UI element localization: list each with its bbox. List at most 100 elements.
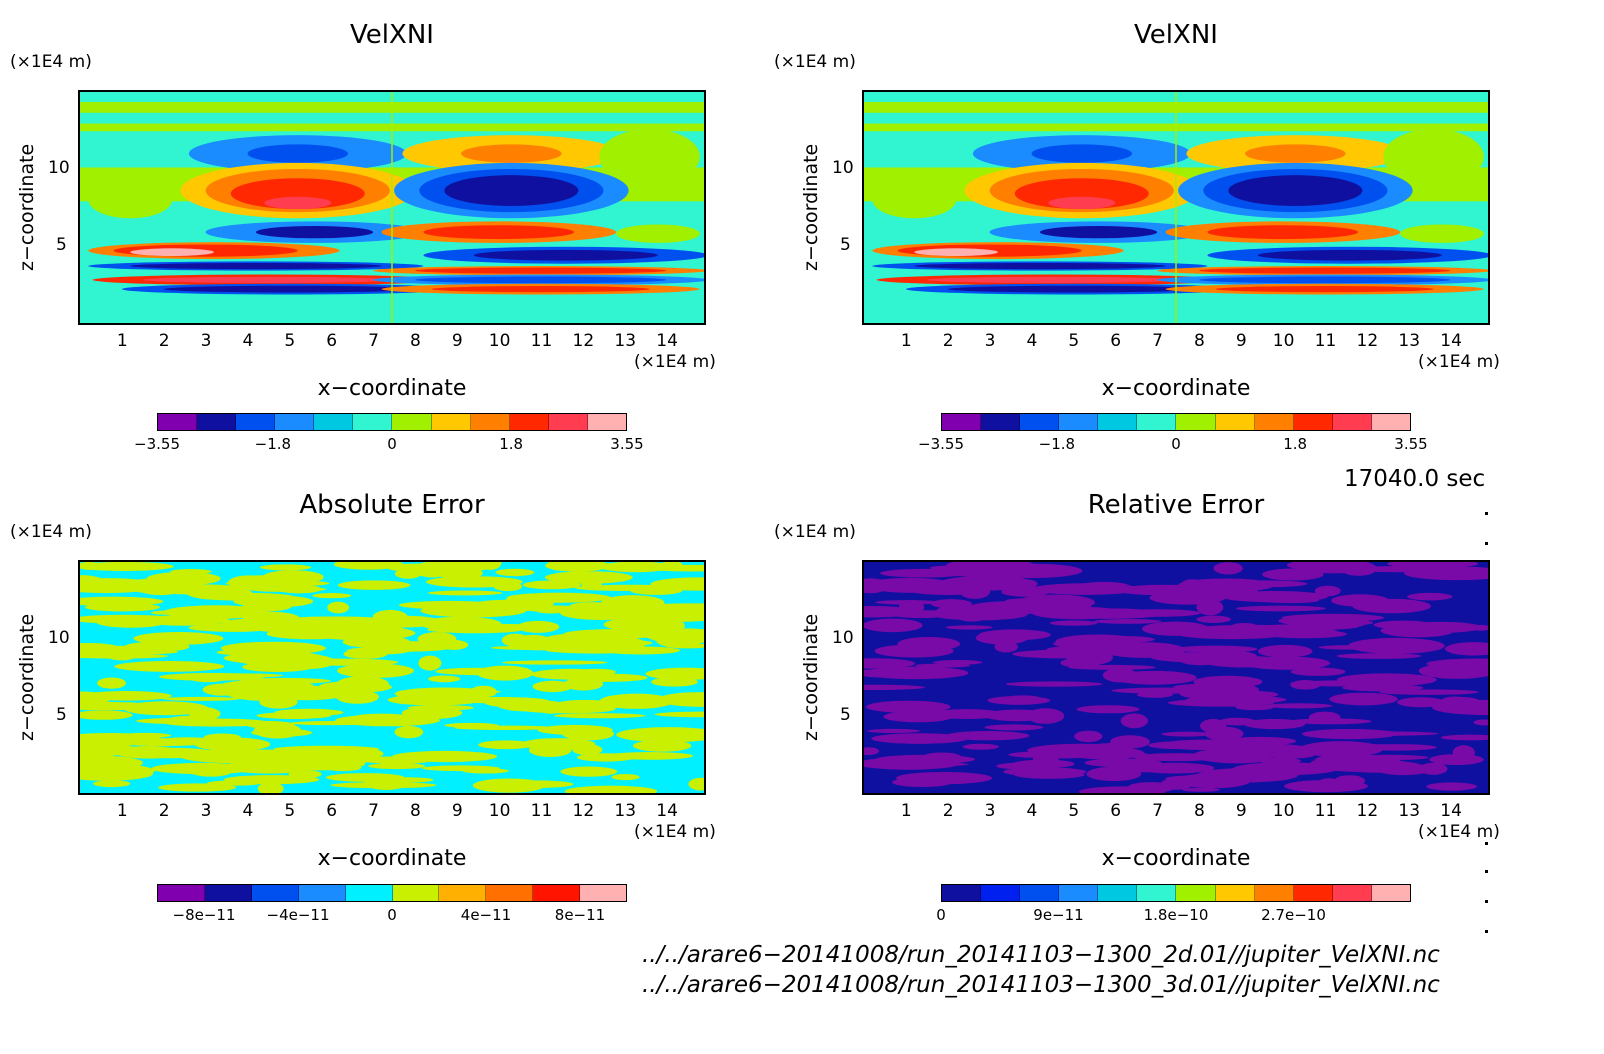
noise-patch [103,645,140,661]
noise-patch [866,700,951,713]
noise-patch [544,571,633,584]
noise-patch [600,562,672,573]
heatmap-velxni-left [80,92,704,323]
noise-patch [925,640,954,649]
noise-patch [1436,696,1485,713]
x-tick-label: 13 [1398,801,1421,821]
contour-blob [599,128,700,185]
noise-patch [867,728,921,733]
noise-patch [1074,730,1103,743]
noise-patch [225,685,303,701]
noise-patch [92,780,131,788]
colorbar-tick-label: 0 [387,906,397,924]
x-axis-label: x−coordinate [1101,846,1251,871]
x-tick-label: 2 [158,331,170,351]
colorbar-tick-label: 9e−11 [1033,906,1084,924]
colorbar-tick-label: 4e−11 [460,906,512,924]
contour-blob [1245,144,1346,163]
colorbar [157,884,627,902]
noise-patch [1003,767,1087,777]
noise-patch [1243,718,1306,730]
colorbar-swatch [314,414,354,430]
noise-patch [657,692,704,707]
noise-patch [253,723,302,739]
colorbar-tick-label: −4e−11 [266,906,330,924]
noise-patch [529,743,572,758]
noise-patch [1181,787,1220,792]
noise-patch [967,601,1053,615]
noise-patch [632,739,692,752]
noise-patch [1329,692,1398,706]
noise-patch [864,669,910,676]
noise-patch [1309,628,1337,636]
colorbar-swatch [158,414,198,430]
noise-patch [564,633,590,638]
noise-patch [266,628,354,640]
noise-patch [1078,786,1166,793]
noise-patch [1235,605,1326,612]
noise-patch [428,675,461,683]
colorbar-swatch [1371,414,1410,430]
x-unit-label: (×1E4 m) [634,822,716,842]
colorbar-swatch [345,885,393,901]
noise-patch [437,566,483,580]
noise-patch [1452,745,1475,760]
contour-blob [142,276,395,283]
x-tick-label: 11 [1314,801,1337,821]
noise-patch [1102,668,1138,683]
noise-patch [398,600,500,610]
heatmap-relative-error [864,562,1488,793]
x-tick-label: 14 [656,801,678,821]
noise-patch [439,639,469,650]
noise-patch [864,747,879,756]
noise-patch [336,676,389,692]
colorbar-swatch [470,414,510,430]
noise-patch [97,677,127,689]
noise-patch [560,766,618,777]
contour-blob [1199,267,1451,274]
noise-patch [928,709,1004,719]
noise-patch [645,667,704,680]
contour-blob [1199,276,1451,284]
colorbar-swatch [431,414,471,430]
noise-patch [1136,691,1173,698]
noise-patch [1203,753,1272,764]
noise-patch [864,658,916,669]
noise-patch [1001,586,1050,597]
noise-patch [257,782,284,793]
colorbar-tick-label: 1.8 [1283,435,1308,453]
noise-patch [368,763,426,770]
noise-patch [1031,606,1126,620]
y-unit-label: (×1E4 m) [774,52,856,72]
noise-patch [935,605,974,618]
noise-patch [1284,780,1368,793]
x-tick-label: 2 [942,331,954,351]
noise-patch [1288,718,1372,725]
colorbar-swatch [1332,885,1372,901]
x-tick-label: 3 [984,331,996,351]
x-tick-label: 4 [242,331,254,351]
x-tick-label: 14 [1440,331,1462,351]
y-tick-label: 10 [48,628,70,648]
noise-patch [664,643,704,649]
noise-patch [1331,594,1389,607]
noise-patch [1314,585,1341,597]
x-tick-label: 13 [614,801,637,821]
colorbar-tick-label: 1.8 [499,435,524,453]
x-tick-label: 6 [326,331,338,351]
colorbar-tick-label: 8e−11 [554,906,606,924]
x-tick-label: 12 [572,331,595,351]
colorbar-swatch [1215,414,1255,430]
colorbar [157,413,627,431]
colorbar-swatch [1020,414,1060,430]
contour-blob [947,285,1200,293]
noise-patch [1165,774,1251,783]
noise-patch [324,764,362,772]
noise-patch [1336,653,1422,659]
noise-patch [892,777,953,787]
noise-patch [114,660,225,672]
noise-patch [1303,618,1366,629]
noise-patch [159,672,266,681]
contour-blob [1400,224,1484,243]
noise-patch [1003,695,1043,704]
